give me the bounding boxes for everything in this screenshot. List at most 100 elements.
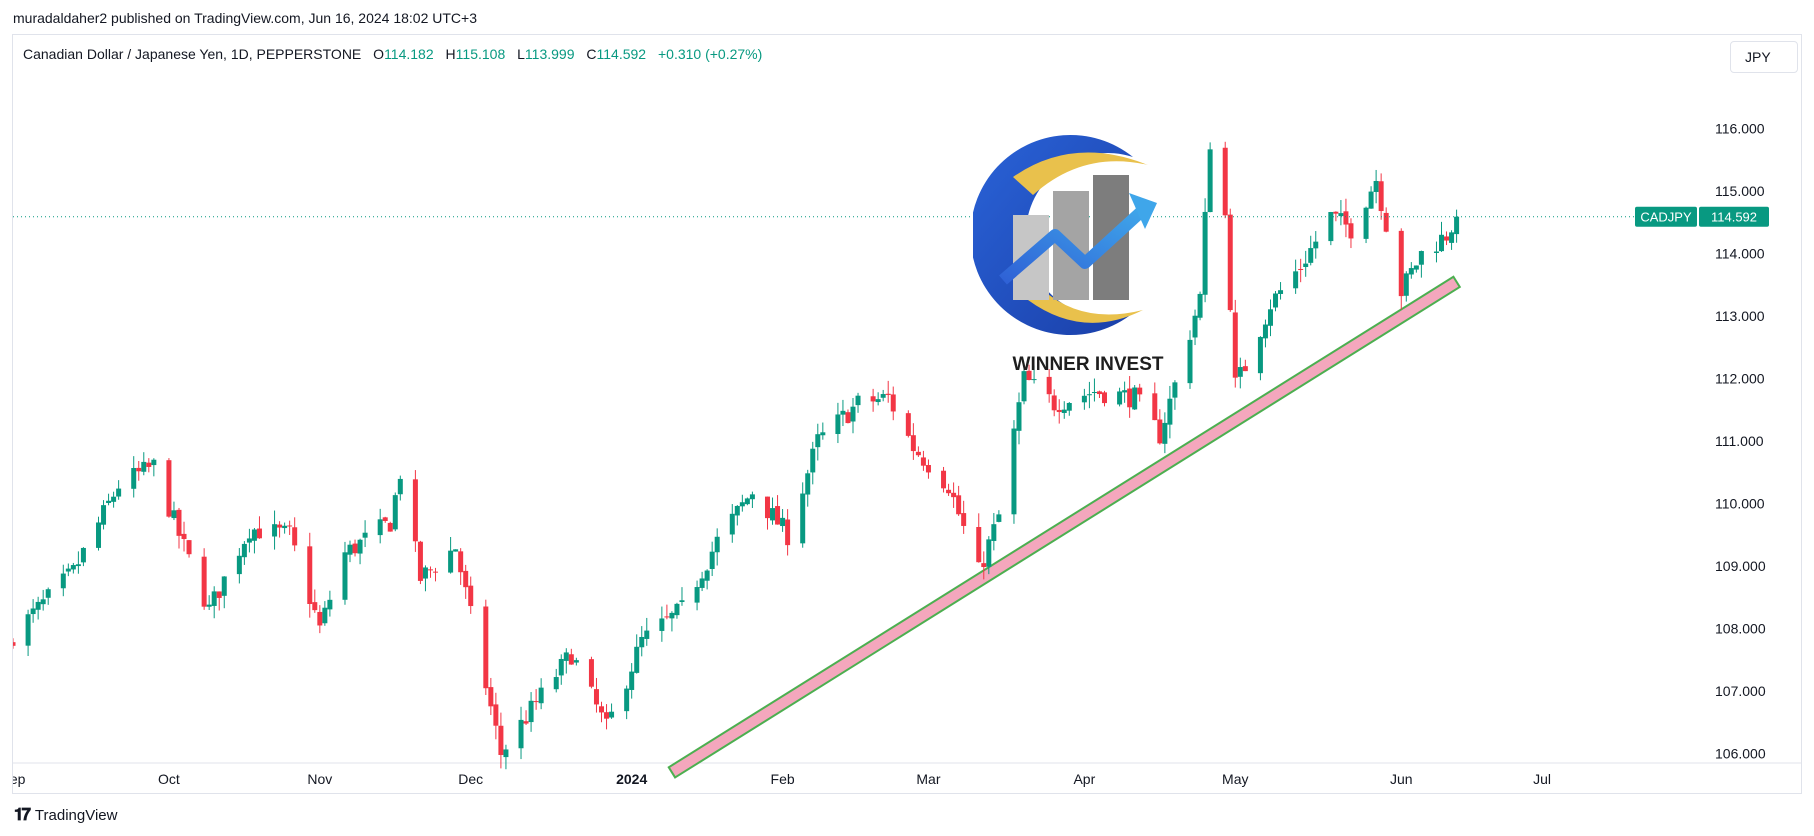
candle-body [820,432,826,436]
candle-body [287,525,293,527]
candle [65,563,71,577]
candle [221,576,227,609]
candle-body [347,544,353,555]
candle [639,626,645,657]
candle [805,469,811,507]
candle [976,513,982,563]
candle [1207,142,1213,213]
candle-body [573,660,579,663]
candle-body [644,630,650,639]
candle [75,551,81,574]
candle [1408,262,1414,279]
candle [30,599,36,623]
candle-body [463,570,469,588]
candle [1137,383,1143,402]
candlestick-chart[interactable]: 106.000 107.000 108.000 109.000 110.000 111.0… [13,35,1802,794]
candle [780,509,786,532]
candle [483,599,489,696]
candle [734,505,740,526]
candle [885,380,891,403]
candle [60,564,66,597]
candle [694,580,700,611]
candle-body [634,646,640,673]
candle [1313,231,1319,259]
candle-body [563,652,569,661]
candle [941,466,947,493]
candle-body [1398,230,1404,297]
candle [463,564,469,599]
candle [312,589,318,613]
candle-body [488,687,494,707]
footer-brand[interactable]: 𝟏𝟕 TradingView [14,805,117,825]
y-axis-tick-label: 111.000 [1715,433,1764,449]
candle-body [75,564,81,567]
candle [236,548,242,584]
candle-body [925,465,931,473]
candle [1091,378,1097,402]
candle [292,517,298,552]
candle [659,606,665,642]
candle-body [629,671,635,690]
rising-chart-logo-icon: WINNER INVEST [973,135,1164,375]
candle [1056,399,1062,424]
candle-body [101,505,107,525]
candle [1051,389,1057,417]
candle-body [1061,409,1067,413]
candle-body [1222,147,1228,216]
candle [216,591,222,611]
candle-body [845,412,851,424]
candle-body [981,563,987,568]
candle [1132,385,1138,410]
candle [1081,388,1087,410]
candle-body [770,508,776,521]
candle [241,541,247,565]
currency-button[interactable]: JPY [1730,41,1798,73]
candle [453,549,459,552]
candle-body [216,591,222,598]
candle-body [593,689,599,705]
y-axis-tick-label: 113.000 [1715,308,1765,324]
low-value: 113.999 [524,46,575,62]
chart-pane[interactable]: 106.000 107.000 108.000 109.000 110.000 111.0… [12,34,1802,794]
candle-body [151,459,157,466]
candle [1232,299,1238,388]
candle-body [387,522,393,532]
candle-body [523,721,529,724]
candle-body [397,478,403,495]
candle-body [951,492,957,498]
candle [593,677,599,713]
candle-body [679,600,685,603]
candle-body [910,435,916,452]
candle-body [538,687,544,704]
candle [729,504,735,543]
candle-body [986,539,992,567]
candle [186,539,192,558]
candle-body [714,536,720,553]
x-axis-tick-label: 2024 [616,771,647,787]
candle [251,527,257,554]
candle [35,596,41,620]
candle [553,668,559,693]
candle-body [624,688,630,712]
candle-body [1192,315,1198,338]
candle-body [1368,191,1374,209]
y-axis-tick-label: 108.000 [1715,621,1766,637]
candle-body [875,399,881,403]
candle [558,654,564,685]
candle [1197,291,1203,321]
candle-body [221,576,227,596]
candle [1267,299,1273,337]
candle [377,508,383,544]
candle [211,586,217,619]
candle [986,536,992,575]
candle-body [1016,402,1022,431]
candle-body [810,448,816,473]
candle-body [317,611,323,626]
candle-body [111,496,117,502]
candle [1172,380,1178,410]
symbol-tag-label: CADJPY [1640,210,1692,225]
candle-body [327,599,333,610]
candle-body [427,569,433,571]
candle-body [1439,234,1445,252]
candle [764,496,770,530]
